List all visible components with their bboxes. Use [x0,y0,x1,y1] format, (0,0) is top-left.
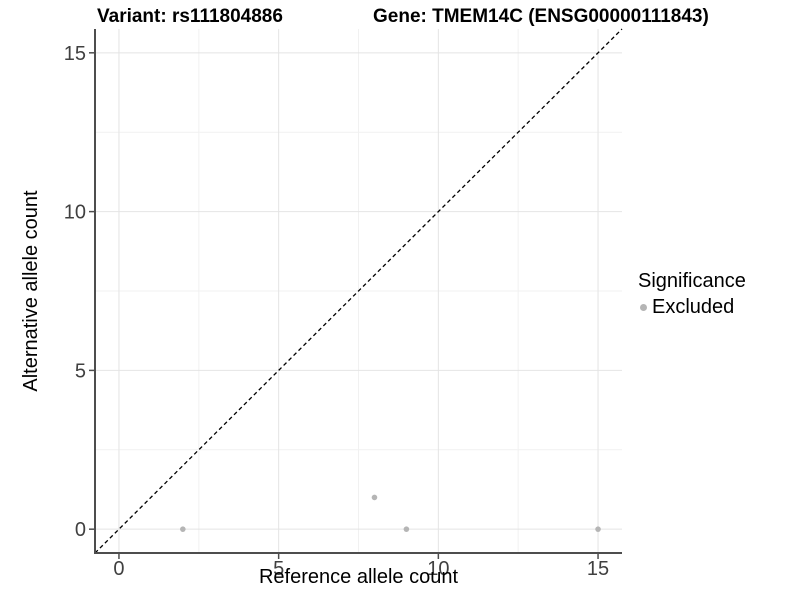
legend-title: Significance [638,270,746,292]
x-tick-label: 5 [273,558,284,580]
legend-entry-excluded: Excluded [638,296,746,319]
x-tick-label: 10 [427,558,449,580]
y-axis-title: Alternative allele count [20,190,42,392]
legend-entry-label: Excluded [652,296,735,318]
x-tick-label: 0 [113,558,124,580]
excluded-point-icon [640,304,647,311]
y-tick-label: 0 [75,519,86,541]
data-point [403,526,410,532]
variant-title: Variant: rs111804886 [97,6,283,27]
x-tick-label: 15 [587,558,609,580]
data-point [371,494,378,501]
data-point [595,526,601,532]
y-tick-label: 5 [75,360,86,382]
legend: Significance Excluded [638,270,746,319]
y-tick-label: 10 [64,202,86,224]
y-tick-label: 15 [64,43,86,65]
x-axis-title: Reference allele count [258,566,458,588]
data-point [180,526,186,532]
identity-dashed-line [94,28,623,554]
gene-title: Gene: TMEM14C (ENSG00000111843) [373,6,709,27]
